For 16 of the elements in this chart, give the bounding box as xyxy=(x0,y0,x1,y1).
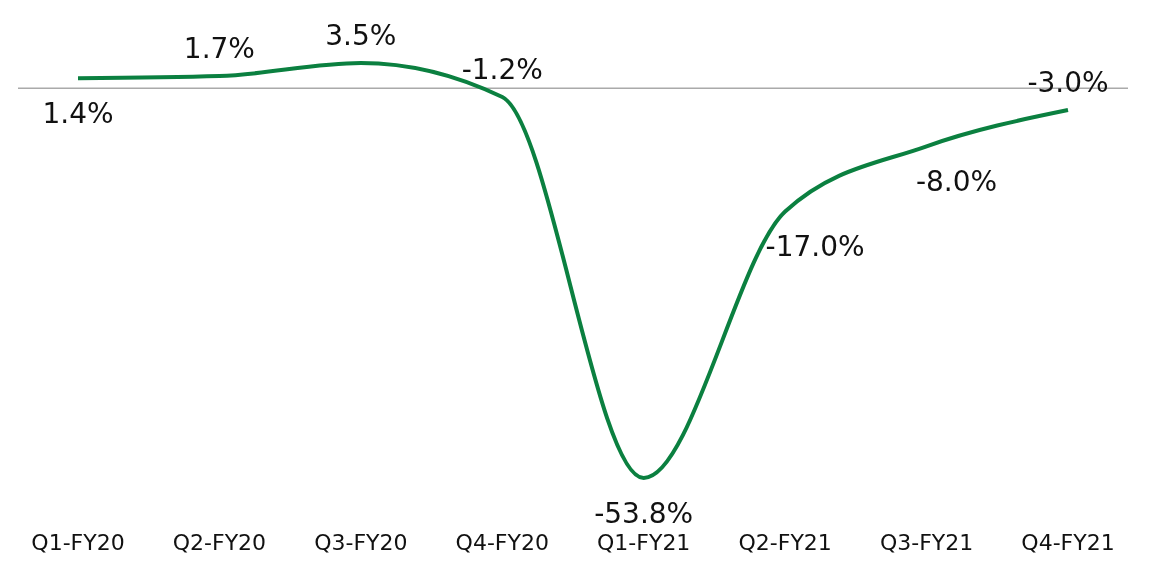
x-tick-label: Q4-FY20 xyxy=(455,529,549,555)
data-label: -3.0% xyxy=(1027,66,1109,100)
data-label: -17.0% xyxy=(765,230,865,264)
x-tick-label: Q4-FY21 xyxy=(1021,529,1115,555)
data-label: 1.4% xyxy=(42,97,114,131)
data-label: 1.7% xyxy=(183,32,255,66)
data-label: -1.2% xyxy=(461,53,543,87)
data-label: -8.0% xyxy=(915,165,998,199)
x-tick-label: Q3-FY21 xyxy=(879,529,974,555)
x-tick-label: Q3-FY20 xyxy=(314,529,408,555)
x-tick-label: Q1-FY21 xyxy=(597,529,691,555)
x-tick-label: Q2-FY21 xyxy=(738,529,832,555)
x-tick-label: Q2-FY20 xyxy=(172,529,267,555)
data-label: 3.5% xyxy=(325,19,397,52)
data-label: -53.8% xyxy=(594,497,694,530)
x-tick-label: Q1-FY20 xyxy=(31,529,125,555)
